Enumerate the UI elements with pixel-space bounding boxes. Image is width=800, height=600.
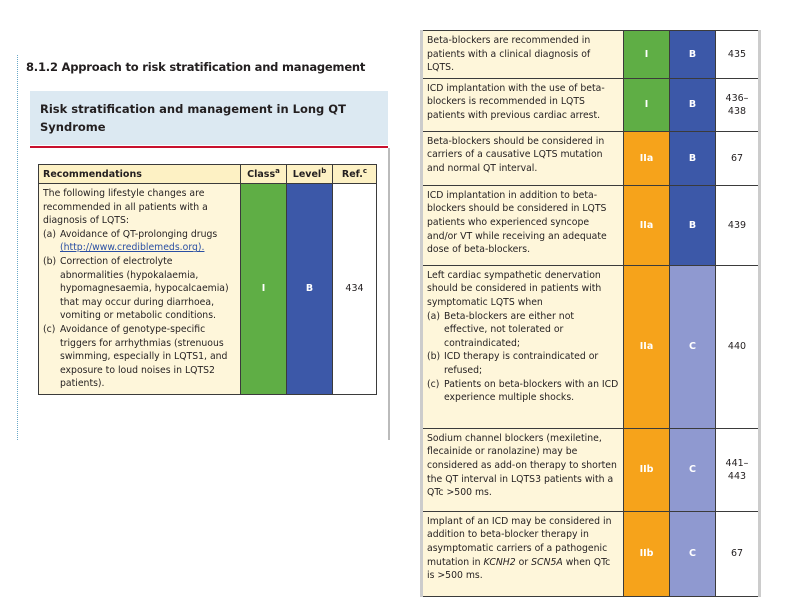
ref-cell: 434 [332, 183, 377, 395]
left-table-panel: Recommendations Classa Levelb Ref.c The foll… [30, 148, 390, 440]
recommendation-text: Sodium channel blockers (mexiletine, fle… [427, 432, 617, 499]
margin-rule [17, 55, 18, 440]
table-row: The following lifestyle changes are reco… [38, 183, 377, 395]
item-link[interactable]: (http://www.crediblemeds.org). [60, 242, 205, 254]
list-item: (a) Beta-blockers are either not effectiv… [427, 310, 619, 351]
header-row: Recommendations Classa Levelb Ref.c [38, 164, 377, 184]
level-cell: B [669, 77, 716, 132]
recommendation-text: Beta-blockers are recommended in patient… [427, 35, 591, 74]
ref-cell: 436–438 [715, 77, 760, 132]
header-text: Recommendations [43, 168, 142, 180]
item-body: Avoidance of genotype-specific triggers … [60, 323, 228, 390]
item-text: Avoidance of genotype-specific triggers … [60, 323, 236, 391]
level-cell: B [669, 130, 716, 186]
header-cell: Recommendations [38, 164, 241, 184]
item-label: (a) [427, 310, 440, 322]
level-cell: C [669, 427, 716, 512]
item-label: (c) [43, 323, 56, 335]
recommendation-cell: Left cardiac sympathetic denervation sho… [421, 264, 624, 429]
recommendation-text: ICD implantation with the use of beta-bl… [427, 82, 605, 121]
level-cell: B [286, 183, 333, 395]
right-table: Beta-blockers are recommended in patient… [420, 30, 761, 597]
ref-cell: 441–443 [715, 427, 760, 512]
header-sup: b [321, 167, 327, 176]
left-table: Recommendations Classa Levelb Ref.c The foll… [38, 164, 377, 395]
recommendation-cell: ICD implantation in addition to beta-blo… [421, 184, 624, 266]
text-part: when QTc is >500 ms. [427, 556, 611, 582]
recommendation-cell: The following lifestyle changes are reco… [38, 183, 241, 395]
table-row: ICD implantation in addition to beta-blo… [421, 184, 760, 266]
item-text: Patients on beta-blockers with an ICD ex… [444, 378, 619, 405]
list-item: (a) Avoidance of QT-prolonging drugs (htt… [43, 228, 236, 255]
box-title: Risk stratification and management in Lo… [40, 102, 346, 134]
class-cell: IIa [623, 264, 670, 429]
recommendation-text: The following lifestyle changes are reco… [43, 188, 208, 227]
recommendation-text: ICD implantation in addition to beta-blo… [427, 189, 607, 256]
table-row: Beta-blockers should be considered in ca… [421, 130, 760, 186]
level-cell: B [669, 30, 716, 79]
class-cell: I [623, 77, 670, 132]
table-row: Beta-blockers are recommended in patient… [421, 30, 760, 79]
recommendation-cell: Sodium channel blockers (mexiletine, fle… [421, 427, 624, 512]
text-part: Implant of an ICD may be considered in a… [427, 515, 612, 568]
recommendation-cell: Beta-blockers should be considered in ca… [421, 130, 624, 186]
ref-cell: 439 [715, 184, 760, 266]
level-cell: B [669, 184, 716, 266]
recommendation-text: Implant of an ICD may be considered in a… [427, 515, 619, 583]
header-sup: c [362, 167, 368, 176]
text-part: KCNH2 [483, 556, 516, 568]
header-cell: Classa [240, 164, 287, 184]
item-body: ICD therapy is contraindicated or refuse… [444, 351, 599, 376]
level-cell: C [669, 510, 716, 597]
item-label: (c) [427, 378, 440, 390]
recommendation-cell: Beta-blockers are recommended in patient… [421, 30, 624, 79]
text-part: SCN5A [531, 556, 563, 568]
item-body: Correction of electrolyte abnormalities … [60, 255, 229, 322]
class-cell: IIa [623, 184, 670, 266]
box-header [30, 91, 388, 145]
list-item: (b) Correction of electrolyte abnormaliti… [43, 255, 236, 323]
class-cell: IIb [623, 427, 670, 512]
item-text: Correction of electrolyte abnormalities … [60, 255, 236, 323]
item-body: Avoidance of QT-prolonging drugs [60, 228, 218, 240]
recommendation-text: Beta-blockers should be considered in ca… [427, 135, 605, 174]
recommendation-cell: Implant of an ICD may be considered in a… [421, 510, 624, 597]
class-cell: I [240, 183, 287, 395]
ref-cell: 67 [715, 510, 760, 597]
table-row: ICD implantation with the use of beta-bl… [421, 77, 760, 132]
item-body: Beta-blockers are either not effective, … [444, 310, 575, 349]
table-row: Sodium channel blockers (mexiletine, fle… [421, 427, 760, 512]
header-sup: a [275, 167, 280, 176]
list-item: (b) ICD therapy is contraindicated or ref… [427, 350, 619, 377]
header-text: Ref. [341, 169, 363, 181]
header-cell: Ref.c [332, 164, 377, 184]
list-item: (c) Avoidance of genotype-specific trigge… [43, 323, 236, 391]
item-text: Avoidance of QT-prolonging drugs (http:/… [60, 228, 236, 255]
recommendation-cell: ICD implantation with the use of beta-bl… [421, 77, 624, 132]
class-cell: I [623, 30, 670, 79]
divider [30, 146, 388, 148]
item-body: Patients on beta-blockers with an ICD ex… [444, 378, 619, 404]
item-label: (b) [427, 351, 441, 363]
item-text: ICD therapy is contraindicated or refuse… [444, 350, 619, 377]
class-cell: IIa [623, 130, 670, 186]
recommendation-text: Left cardiac sympathetic denervation sho… [427, 269, 602, 308]
header-text: Level [292, 169, 322, 181]
item-label: (b) [43, 255, 57, 267]
header-cell: Levelb [286, 164, 333, 184]
level-cell: C [669, 264, 716, 429]
ref-cell: 67 [715, 130, 760, 186]
table-row: Left cardiac sympathetic denervation sho… [421, 264, 760, 429]
item-text: Beta-blockers are either not effective, … [444, 310, 619, 351]
table-row: Implant of an ICD may be considered in a… [421, 510, 760, 597]
header-text: Class [247, 169, 276, 181]
list-item: (c) Patients on beta-blockers with an ICD… [427, 378, 619, 405]
item-label: (a) [43, 228, 56, 240]
section-heading: 8.1.2 Approach to risk stratification an… [26, 60, 366, 74]
ref-cell: 440 [715, 264, 760, 429]
ref-cell: 435 [715, 30, 760, 79]
text-part: or [515, 556, 532, 568]
class-cell: IIb [623, 510, 670, 597]
